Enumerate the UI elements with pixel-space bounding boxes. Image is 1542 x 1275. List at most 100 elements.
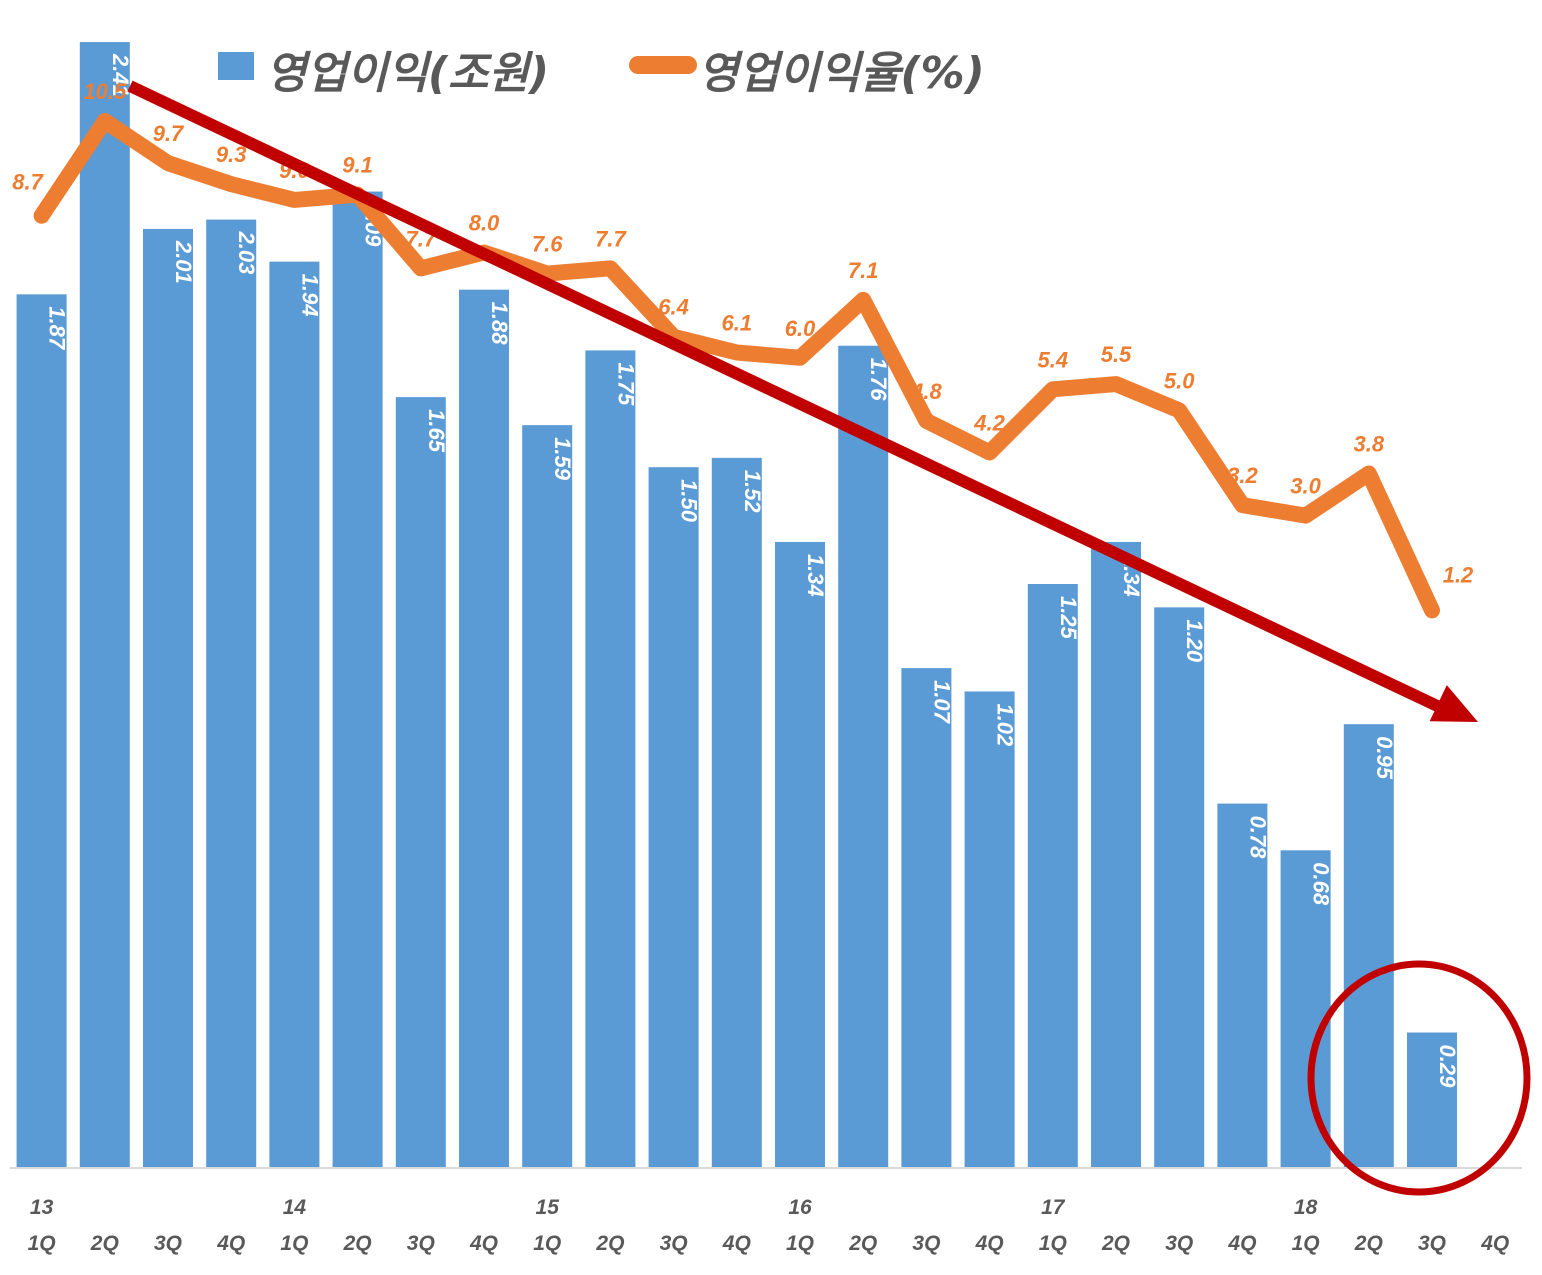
x-tick-quarter-21: 2Q	[1354, 1232, 1383, 1255]
x-tick-quarter-2: 3Q	[154, 1232, 182, 1255]
line-label-0: 8.7	[12, 170, 44, 195]
x-tick-quarter-17: 2Q	[1101, 1232, 1130, 1255]
bar-1	[79, 42, 130, 1169]
line-path	[33, 113, 1440, 619]
line-label-18: 5.0	[1164, 368, 1195, 393]
x-tick-quarter-4: 1Q	[280, 1232, 308, 1255]
line-label-22: 1.2	[1443, 562, 1474, 587]
trend-arrow-head	[1429, 685, 1478, 722]
bar-label-18: 1.20	[1182, 619, 1207, 663]
x-tick-quarter-11: 4Q	[722, 1232, 751, 1255]
x-tick-quarter-10: 3Q	[660, 1232, 688, 1255]
bar-label-13: 1.76	[866, 358, 891, 402]
bar-7	[459, 289, 509, 1168]
x-tick-year-16: 17	[1041, 1196, 1066, 1219]
bar-12	[775, 541, 825, 1168]
bar-18	[1154, 607, 1205, 1168]
x-tick-quarter-20: 1Q	[1292, 1232, 1320, 1255]
line-label-21: 3.8	[1354, 432, 1385, 457]
bar-label-10: 1.50	[677, 479, 702, 523]
line-series	[33, 113, 1440, 619]
bar-5	[332, 191, 383, 1168]
annotations	[127, 80, 1531, 1196]
bar-label-2: 2.01	[171, 240, 196, 284]
x-tick-quarter-6: 3Q	[407, 1232, 435, 1255]
bar-label-15: 1.02	[993, 703, 1018, 747]
bar-15	[964, 691, 1015, 1168]
legend-line-label: 영업이익율(%)	[698, 48, 985, 99]
x-tick-quarter-19: 4Q	[1227, 1232, 1256, 1255]
line-label-5: 9.1	[342, 153, 373, 178]
x-tick-quarter-7: 4Q	[469, 1232, 498, 1255]
bar-4	[269, 261, 320, 1169]
x-tick-quarter-18: 3Q	[1165, 1232, 1193, 1255]
line-data-labels: 8.710.59.79.39.09.17.78.07.67.76.46.16.0…	[12, 79, 1474, 587]
bar-label-6: 1.65	[424, 409, 449, 453]
x-tick-quarter-12: 1Q	[786, 1232, 814, 1255]
x-tick-year-0: 13	[30, 1196, 54, 1219]
bar-label-11: 1.52	[740, 470, 765, 514]
bar-8	[522, 425, 573, 1169]
bar-16	[1027, 584, 1078, 1168]
line-label-15: 4.2	[973, 410, 1005, 435]
bar-19	[1217, 803, 1268, 1168]
bar-11	[711, 457, 762, 1169]
bar-20	[1280, 850, 1331, 1168]
x-tick-year-8: 15	[536, 1196, 560, 1219]
x-tick-quarter-9: 2Q	[595, 1232, 624, 1255]
x-tick-year-12: 16	[788, 1196, 812, 1219]
legend-bar-label: 영업이익(조원)	[266, 48, 549, 99]
line-label-19: 3.2	[1227, 463, 1258, 488]
bar-label-8: 1.59	[550, 437, 575, 481]
line-label-12: 6.0	[785, 316, 816, 341]
x-tick-quarter-13: 2Q	[848, 1232, 877, 1255]
line-label-3: 9.3	[216, 142, 247, 167]
bar-label-3: 2.03	[234, 231, 259, 275]
bar-label-14: 1.07	[929, 680, 954, 725]
x-tick-quarter-1: 2Q	[90, 1232, 119, 1255]
line-label-11: 6.1	[722, 311, 753, 336]
bar-label-21: 0.95	[1372, 736, 1397, 780]
bar-label-16: 1.25	[1056, 596, 1081, 640]
bar-label-20: 0.68	[1309, 862, 1334, 906]
bar-14	[901, 668, 952, 1168]
line-label-17: 5.5	[1101, 342, 1132, 367]
x-tick-quarter-14: 3Q	[912, 1232, 940, 1255]
legend-bar-swatch	[218, 52, 254, 80]
bar-label-12: 1.34	[803, 554, 828, 597]
x-tick-year-20: 18	[1294, 1196, 1318, 1219]
line-label-1: 10.5	[83, 79, 127, 104]
line-label-13: 7.1	[848, 258, 879, 283]
bar-label-4: 1.94	[297, 274, 322, 317]
bar-2	[143, 228, 193, 1169]
bar-label-22: 0.29	[1435, 1045, 1460, 1089]
bar-10	[648, 467, 699, 1168]
bar-series	[16, 42, 1457, 1169]
bar-22	[1407, 1032, 1457, 1168]
bar-9	[585, 350, 636, 1168]
x-tick-quarter-16: 1Q	[1039, 1232, 1067, 1255]
line-label-2: 9.7	[153, 121, 185, 146]
x-tick-quarter-3: 4Q	[216, 1232, 245, 1255]
bar-6	[395, 397, 446, 1168]
bar-21	[1343, 724, 1394, 1168]
line-label-16: 5.4	[1038, 347, 1069, 372]
legend: 영업이익(조원) 영업이익율(%)	[218, 48, 985, 99]
line-label-14: 4.8	[910, 379, 942, 404]
x-tick-quarter-23: 4Q	[1480, 1232, 1509, 1255]
x-tick-quarter-8: 1Q	[533, 1232, 561, 1255]
x-tick-year-4: 14	[283, 1196, 307, 1219]
line-label-9: 7.7	[595, 226, 627, 251]
x-axis-ticks: 1Q 13 2Q 3Q 4Q 1Q 14 2Q 3Q 4Q 1Q 15 2Q 3Q 4Q 1Q 16 2Q 3Q 4Q…	[28, 1196, 1510, 1255]
bar-data-labels: 1.872.412.01 2.031.942.091.651.881.591.75…	[45, 53, 1460, 1088]
trend-arrow-shaft	[127, 80, 1453, 718]
x-tick-quarter-0: 1Q	[28, 1232, 56, 1255]
line-label-7: 8.0	[469, 211, 500, 236]
bar-0	[16, 294, 67, 1168]
highlight-circle	[1307, 960, 1531, 1196]
x-tick-quarter-15: 4Q	[975, 1232, 1004, 1255]
x-tick-quarter-22: 3Q	[1418, 1232, 1446, 1255]
bar-label-19: 0.78	[1245, 816, 1270, 860]
x-tick-quarter-5: 2Q	[343, 1232, 372, 1255]
